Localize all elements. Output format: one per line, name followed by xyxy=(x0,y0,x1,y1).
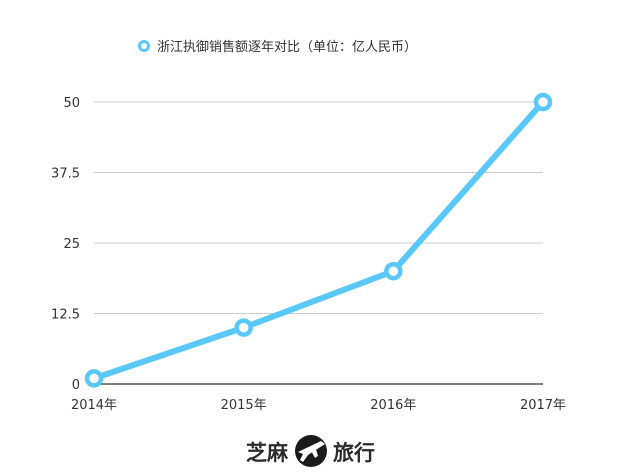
x-tick-label: 2014年 xyxy=(71,398,117,413)
x-axis-ticks: 2014年 2015年 2016年 2017年 xyxy=(71,398,566,413)
watermark-text-left: 芝麻 xyxy=(246,441,289,465)
data-point xyxy=(384,261,403,281)
series-line xyxy=(91,99,546,382)
y-tick-label: 0 xyxy=(72,378,80,393)
y-axis-ticks: 0 12.5 25 37.5 50 xyxy=(51,96,80,393)
x-tick-label: 2016年 xyxy=(370,398,416,413)
series-layer xyxy=(84,92,553,388)
y-tick-label: 25 xyxy=(63,237,80,252)
y-tick-label: 50 xyxy=(63,96,80,111)
data-point xyxy=(533,92,553,112)
airplane-icon xyxy=(295,435,327,467)
legend: 浙江执御销售额逐年对比（单位：亿人民币） xyxy=(138,39,417,55)
legend-marker-icon xyxy=(138,40,150,52)
legend-label: 浙江执御销售额逐年对比（单位：亿人民币） xyxy=(157,39,417,55)
data-point xyxy=(84,369,104,388)
watermark: 芝麻 旅行 xyxy=(246,435,375,467)
x-tick-label: 2017年 xyxy=(520,398,566,413)
y-tick-label: 12.5 xyxy=(51,308,80,323)
y-tick-label: 37.5 xyxy=(51,167,80,182)
data-point xyxy=(234,318,253,337)
gridlines xyxy=(94,101,543,385)
x-tick-label: 2015年 xyxy=(221,398,267,413)
watermark-text-right: 旅行 xyxy=(333,441,375,465)
